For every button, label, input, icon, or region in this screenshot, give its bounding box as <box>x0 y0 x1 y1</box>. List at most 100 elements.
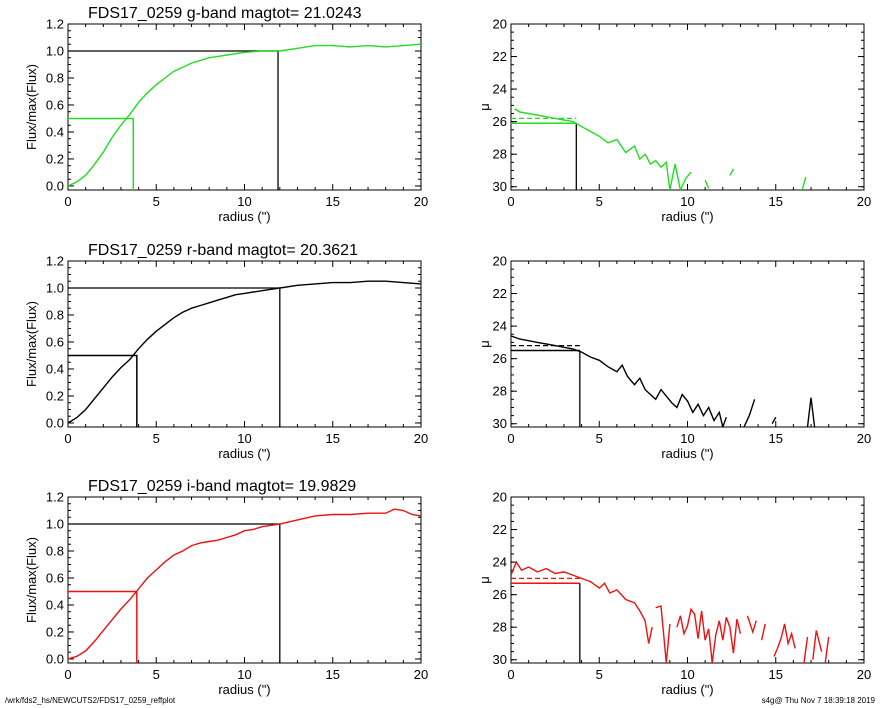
x-tick-label: 10 <box>680 194 694 209</box>
x-axis-label: radius (") <box>218 446 270 461</box>
profile-line <box>806 397 816 427</box>
data-layer <box>68 280 421 427</box>
x-tick-label: 0 <box>64 194 71 209</box>
x-tick-label: 15 <box>326 194 340 209</box>
y-tick-label: 20 <box>493 490 507 505</box>
y-tick-label: 0.0 <box>46 415 64 430</box>
y-tick-label: 1.2 <box>46 490 64 505</box>
plot-frame <box>67 260 422 428</box>
y-tick-label: 0.6 <box>46 334 64 349</box>
x-tick-label: 10 <box>680 431 694 446</box>
x-tick-label: 10 <box>237 431 251 446</box>
panel-i-profile: 0 5 10 15 20 20 22 24 26 28 30 radius (") μ <box>477 490 871 698</box>
growth-curve-line <box>68 280 421 424</box>
y-tick-label: 0.8 <box>46 543 64 558</box>
profile-line <box>676 607 742 663</box>
x-tick-label: 5 <box>153 194 160 209</box>
footer-timestamp: s4g@ Thu Nov 7 18:39:18 2019 <box>761 696 875 705</box>
profile-line <box>704 179 710 189</box>
panel-g-profile: 0 5 10 15 20 20 22 24 26 28 30 radius (") μ <box>477 17 871 225</box>
total-light-marker <box>68 287 281 427</box>
profile-line <box>511 335 727 427</box>
profile-line <box>803 636 809 663</box>
y-tick-label: 1.0 <box>46 280 64 295</box>
y-tick-label: 0.4 <box>46 597 64 612</box>
x-tick-label: 0 <box>507 431 514 446</box>
y-tick-label: 22 <box>493 522 507 537</box>
y-tick-label: 26 <box>493 587 507 602</box>
x-axis-label: radius (") <box>661 209 713 224</box>
y-tick-label: 24 <box>493 82 507 97</box>
profile-line <box>812 630 823 660</box>
profile-line <box>743 399 756 427</box>
profile-line <box>801 176 807 190</box>
y-axis-label: Flux/max(Flux) <box>24 537 39 623</box>
total-light-marker <box>68 523 281 663</box>
y-tick-label: 22 <box>493 49 507 64</box>
x-tick-label: 5 <box>153 431 160 446</box>
growth-curve-line <box>68 43 421 187</box>
y-tick-label: 0.8 <box>46 70 64 85</box>
y-tick-label: 26 <box>493 351 507 366</box>
x-axis-label: radius (") <box>218 682 270 697</box>
x-tick-label: 15 <box>769 431 783 446</box>
growth-curve-line <box>68 508 421 660</box>
chart-title: FDS17_0259 i-band magtot= 19.9829 <box>88 478 356 495</box>
x-axis-label: radius (") <box>661 682 713 697</box>
chart-title: FDS17_0259 g-band magtot= 21.0243 <box>88 5 362 22</box>
x-tick-label: 0 <box>507 667 514 682</box>
x-tick-label: 5 <box>596 667 603 682</box>
profile-line <box>746 615 757 635</box>
y-tick-label: 0.0 <box>46 178 64 193</box>
profile-line <box>773 623 796 657</box>
x-axis-label: radius (") <box>661 446 713 461</box>
data-layer <box>511 335 816 427</box>
y-tick-label: 0.4 <box>46 124 64 139</box>
panel-r-profile: 0 5 10 15 20 20 22 24 26 28 30 radius (") μ <box>477 254 871 462</box>
x-tick-label: 0 <box>507 194 514 209</box>
y-axis-label: μ <box>477 340 492 348</box>
x-tick-label: 15 <box>769 667 783 682</box>
x-tick-label: 10 <box>237 194 251 209</box>
x-tick-label: 20 <box>414 194 428 209</box>
x-tick-label: 20 <box>857 431 871 446</box>
data-layer <box>68 43 421 190</box>
y-axis-label: μ <box>477 103 492 111</box>
x-tick-label: 15 <box>326 431 340 446</box>
profile-line <box>514 108 692 190</box>
footer-file-path: /wrk/fds2_hs/NEWCUTS2/FDS17_0259_reffplo… <box>5 696 176 705</box>
x-tick-label: 0 <box>64 431 71 446</box>
y-tick-label: 1.0 <box>46 516 64 531</box>
y-tick-label: 0.4 <box>46 361 64 376</box>
y-tick-label: 30 <box>493 652 507 667</box>
data-layer <box>68 508 421 663</box>
y-tick-label: 1.2 <box>46 17 64 32</box>
x-tick-label: 0 <box>64 667 71 682</box>
x-tick-label: 10 <box>237 667 251 682</box>
y-tick-label: 22 <box>493 286 507 301</box>
x-tick-label: 20 <box>857 667 871 682</box>
half-light-marker <box>68 354 138 427</box>
y-tick-label: 20 <box>493 254 507 269</box>
plot-frame <box>67 23 422 191</box>
panel-i-growth: 0 5 10 15 20 0.0 0.2 0.4 0.6 0.8 1.0 1.2 radius (") F… <box>24 478 428 697</box>
y-tick-label: 0.8 <box>46 307 64 322</box>
y-tick-label: 28 <box>493 384 507 399</box>
x-tick-label: 15 <box>769 194 783 209</box>
y-tick-label: 28 <box>493 147 507 162</box>
y-axis-label: Flux/max(Flux) <box>24 301 39 387</box>
x-tick-label: 10 <box>680 667 694 682</box>
x-tick-label: 5 <box>596 431 603 446</box>
y-tick-label: 0.2 <box>46 151 64 166</box>
x-tick-label: 20 <box>414 667 428 682</box>
panel-r-growth: 0 5 10 15 20 0.0 0.2 0.4 0.6 0.8 1.0 1.2 radius (") F… <box>24 242 428 461</box>
y-tick-label: 0.2 <box>46 388 64 403</box>
profile-line <box>824 636 830 663</box>
profile-line <box>729 168 735 176</box>
plot-frame <box>67 496 422 664</box>
data-layer <box>511 108 807 190</box>
profile-line <box>771 416 777 425</box>
x-tick-label: 20 <box>857 194 871 209</box>
plot-frame <box>510 23 865 191</box>
